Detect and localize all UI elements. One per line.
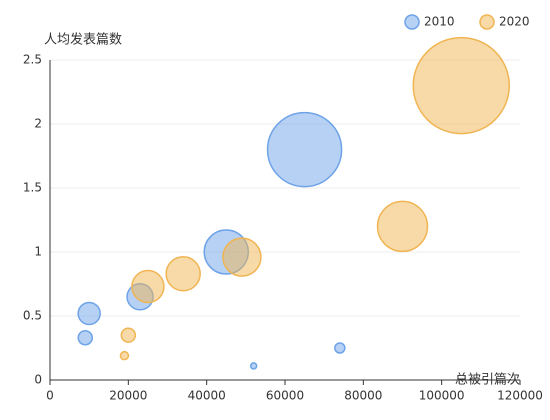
bubble xyxy=(249,362,258,370)
y-tick-label: 2.5 xyxy=(23,53,42,67)
x-tick-label: 0 xyxy=(46,389,54,403)
y-tick-label: 0.5 xyxy=(23,309,42,323)
x-tick-label: 100000 xyxy=(419,389,465,403)
bubble xyxy=(266,111,343,188)
y-tick-label: 2 xyxy=(34,117,42,131)
bubble xyxy=(222,237,262,277)
bubble xyxy=(165,256,201,292)
bubble xyxy=(119,350,130,361)
plot: 0 0.5 1 1.5 2 2.5 0 20000 40000 60000 80000 100000 1… xyxy=(23,14,543,403)
legend-swatch xyxy=(479,14,495,30)
bubble xyxy=(131,269,165,304)
y-tick-label: 0 xyxy=(34,373,42,387)
legend-swatch xyxy=(404,14,420,30)
bubble xyxy=(77,330,93,346)
x-tick-label: 60000 xyxy=(266,389,304,403)
x-tick-label: 40000 xyxy=(188,389,226,403)
bubble xyxy=(77,301,101,326)
y-axis-label: 人均发表篇数 xyxy=(44,32,122,48)
y-tick-label: 1 xyxy=(34,245,42,259)
y-tick-label: 1.5 xyxy=(23,181,42,195)
x-tick-label: 120000 xyxy=(497,389,543,403)
bubble xyxy=(376,200,429,253)
x-tick-label: 20000 xyxy=(109,389,147,403)
legend-label: 2020 xyxy=(499,15,530,29)
legend-label: 2010 xyxy=(424,15,455,29)
x-tick-label: 80000 xyxy=(344,389,382,403)
bubble xyxy=(120,327,137,343)
bubble xyxy=(334,342,346,354)
bubble xyxy=(412,36,510,135)
